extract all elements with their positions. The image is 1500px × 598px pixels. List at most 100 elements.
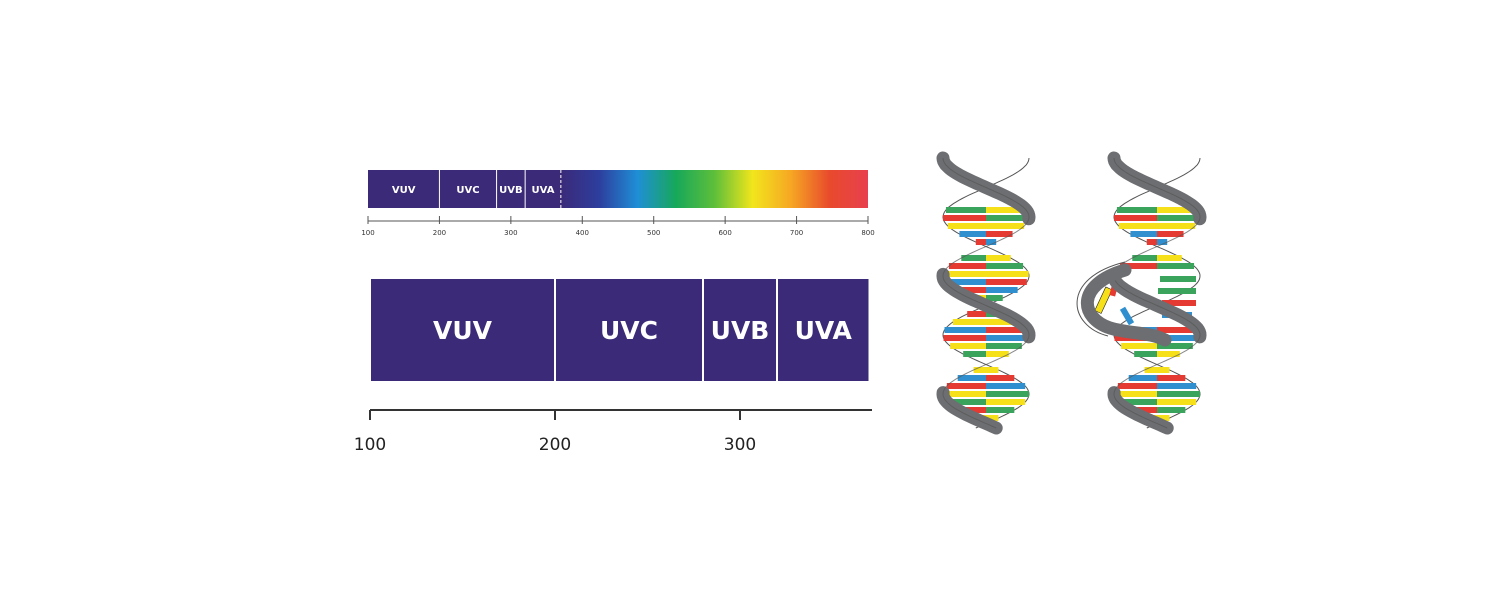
- base-pair-right: [1157, 375, 1186, 381]
- spectrum-tick-label: 800: [861, 229, 874, 237]
- zoom-band-uvc: [556, 279, 702, 381]
- dna-front-strand-outline: [942, 157, 1030, 429]
- base-pair-right: [986, 255, 1011, 261]
- zoom-tick-label: 200: [539, 435, 571, 455]
- spectrum-tick-label: 700: [790, 229, 803, 237]
- dna-backbone-distorted: [1080, 263, 1172, 347]
- dna-helix-intact: [936, 151, 1036, 435]
- base-pair-right: [986, 335, 1029, 341]
- base-pair-left: [1128, 407, 1157, 413]
- zoom-band-label: UVA: [795, 316, 853, 345]
- base-pair-left: [948, 263, 986, 269]
- base-pair-left: [1121, 343, 1157, 349]
- spectrum-band-label: UVB: [499, 185, 522, 196]
- base-pair-left: [975, 239, 986, 245]
- base-pair-right: [986, 295, 1003, 301]
- base-pair-right: [986, 367, 999, 373]
- base-pair-right: [986, 343, 1022, 349]
- broken-base: [1094, 286, 1113, 314]
- spectrum-tick-label: 400: [576, 229, 589, 237]
- broken-base: [1119, 306, 1135, 326]
- base-pair-right: [986, 231, 1013, 237]
- zoom-axis: 100 200 300: [354, 409, 872, 455]
- spectrum-band-label: UVA: [532, 185, 555, 196]
- base-pair-right: [1157, 215, 1200, 221]
- base-pair-right: [986, 327, 1028, 333]
- base-pair-left: [1118, 223, 1157, 229]
- base-pair-left: [973, 367, 986, 373]
- base-pair-right: [986, 239, 997, 245]
- base-pair-right: [1157, 207, 1198, 213]
- base-pair-left: [1117, 383, 1157, 389]
- base-pair-right: [986, 215, 1029, 221]
- base-pair-left: [1117, 399, 1157, 405]
- base-pair-left: [943, 271, 986, 277]
- base-pair-right: [1157, 255, 1182, 261]
- base-pair-right: [1157, 335, 1200, 341]
- base-pair-left: [945, 279, 986, 285]
- base-pair-left: [944, 327, 986, 333]
- spectrum-tick-label: 600: [718, 229, 731, 237]
- base-pair-right: [1157, 239, 1168, 245]
- base-pair-right: [1157, 327, 1199, 333]
- base-pair-right: [1157, 367, 1170, 373]
- base-pair-right: [986, 375, 1015, 381]
- base-pair-left: [957, 407, 986, 413]
- spectrum-band-label: UVC: [456, 185, 479, 196]
- spectrum-band-uvc: [439, 170, 497, 208]
- base-pair-left: [1114, 391, 1157, 397]
- spectrum-band-uva: [525, 170, 561, 208]
- dna-helix-damaged: [1076, 151, 1207, 435]
- zoom-band-uvb: [704, 279, 776, 381]
- base-pair-left: [1114, 215, 1157, 221]
- zoom-band-label: UVB: [711, 316, 770, 345]
- base-pair-left: [1132, 255, 1157, 261]
- base-pair-left: [963, 351, 986, 357]
- base-pair-right: [986, 207, 1027, 213]
- base-pair-right: [986, 399, 1026, 405]
- zoom-band-label: UVC: [600, 316, 658, 345]
- base-pair-right: [1157, 263, 1195, 269]
- dna-front-strand-outline: [1113, 157, 1201, 429]
- base-pair-left: [1119, 263, 1157, 269]
- base-pair-left: [967, 311, 986, 317]
- base-pair-left: [1116, 207, 1157, 213]
- base-pair-left: [1146, 239, 1157, 245]
- zoom-bar: VUV UVC UVB UVA: [371, 279, 869, 381]
- base-pair-right: [1157, 383, 1197, 389]
- zoom-band-vuv: [371, 279, 554, 381]
- spectrum-band-uvb: [496, 170, 526, 208]
- base-pair-left: [943, 335, 986, 341]
- base-pair-left: [946, 383, 986, 389]
- base-pair-right: [986, 391, 1029, 397]
- base-pair-right: [986, 271, 1029, 277]
- base-pair-left: [947, 223, 986, 229]
- base-pair-right: [986, 263, 1024, 269]
- spectrum-bar: VUV UVC UVB UVA: [368, 170, 868, 208]
- base-pair-right: [986, 351, 1009, 357]
- base-pair-left: [943, 391, 986, 397]
- base-pair-right: [986, 223, 1025, 229]
- broken-base: [1162, 300, 1196, 306]
- base-pair-right: [986, 287, 1018, 293]
- base-pair-right: [1157, 399, 1197, 405]
- base-pair-left: [954, 287, 986, 293]
- spectrum-tick-label: 300: [504, 229, 517, 237]
- spectrum-tick-label: 100: [361, 229, 374, 237]
- base-pair-left: [952, 319, 986, 325]
- zoom-band-uva: [778, 279, 869, 381]
- base-pair-left: [946, 399, 986, 405]
- base-pair-left: [943, 215, 986, 221]
- base-pair-left: [961, 255, 986, 261]
- spectrum-band-label: VUV: [392, 185, 416, 196]
- zoom-band-label: VUV: [433, 316, 493, 345]
- base-pair-right: [986, 383, 1026, 389]
- base-pair-left: [1128, 375, 1157, 381]
- base-pair-left: [945, 207, 986, 213]
- base-pair-right: [1157, 223, 1196, 229]
- base-pair-left: [1130, 231, 1157, 237]
- base-pair-left: [950, 343, 986, 349]
- spectrum-band-vuv: [368, 170, 440, 208]
- base-pair-right: [1157, 351, 1180, 357]
